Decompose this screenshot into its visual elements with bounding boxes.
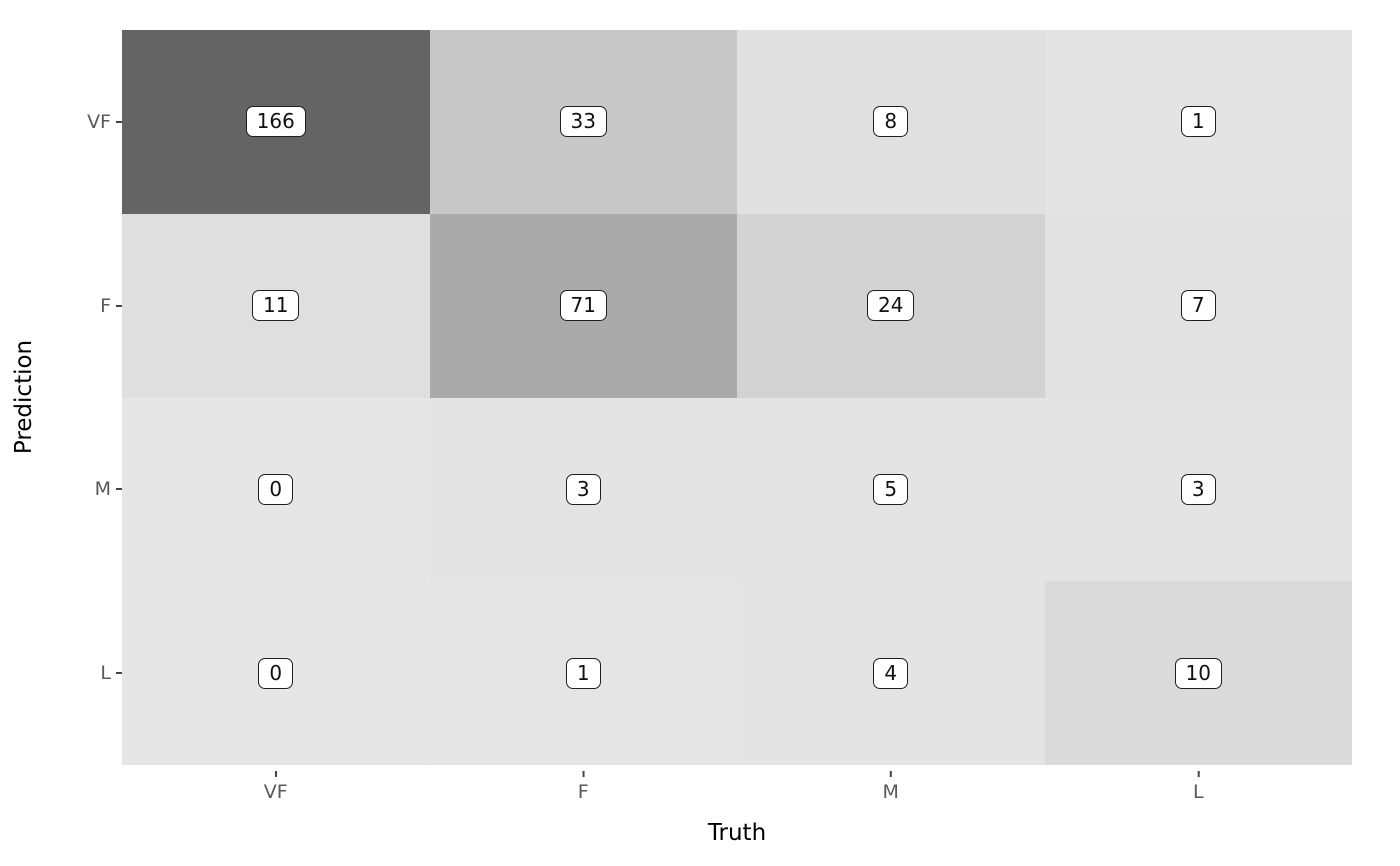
heatmap-cell-M-M: 5 xyxy=(737,397,1045,582)
heatmap-cell-L-M: 4 xyxy=(737,581,1045,765)
x-tick-mark xyxy=(582,771,585,777)
y-tick-label: F xyxy=(100,294,111,317)
x-tick-label: VF xyxy=(263,781,288,803)
heatmap-cell-L-VF: 0 xyxy=(122,581,430,765)
y-tick-VF: VF xyxy=(87,111,122,133)
y-tick-F: F xyxy=(100,295,122,317)
x-axis-title: Truth xyxy=(707,820,767,846)
cell-value-label: 33 xyxy=(559,106,607,138)
x-tick-label: M xyxy=(882,781,899,803)
cell-value-label: 10 xyxy=(1174,657,1222,689)
heatmap-cell-F-M: 24 xyxy=(737,213,1045,398)
x-tick-F: F xyxy=(578,771,589,803)
heatmap-cell-F-F: 71 xyxy=(429,213,737,398)
y-tick-L: L xyxy=(100,662,122,684)
heatmap-cell-VF-VF: 166 xyxy=(122,30,430,214)
cell-value-label: 0 xyxy=(258,657,294,689)
heatmap-cell-L-F: 1 xyxy=(429,581,737,765)
heatmap-cell-M-F: 3 xyxy=(429,397,737,582)
x-tick-L: L xyxy=(1193,771,1204,803)
y-tick-mark xyxy=(116,120,122,123)
y-tick-mark xyxy=(116,304,122,307)
heatmap-cell-VF-F: 33 xyxy=(429,30,737,214)
x-axis-ticks: VF F M L xyxy=(122,765,1352,815)
y-axis-title: Prediction xyxy=(11,339,37,455)
y-tick-label: L xyxy=(100,662,111,685)
heatmap-cell-F-L: 7 xyxy=(1044,213,1352,398)
y-axis-ticks: VF F M L xyxy=(0,30,122,765)
x-tick-mark xyxy=(1197,771,1200,777)
cell-value-label: 1 xyxy=(1180,106,1216,138)
cell-value-label: 4 xyxy=(873,657,909,689)
heatmap-plot: 166 33 8 1 11 71 24 7 0 3 5 3 0 1 4 10 xyxy=(122,30,1352,765)
x-tick-M: M xyxy=(883,771,899,803)
cell-value-label: 5 xyxy=(873,473,909,505)
heatmap-cell-M-VF: 0 xyxy=(122,397,430,582)
cell-value-label: 166 xyxy=(245,106,306,138)
heatmap-cell-L-L: 10 xyxy=(1044,581,1352,765)
cell-value-label: 0 xyxy=(258,473,294,505)
y-tick-label: VF xyxy=(87,110,111,133)
y-tick-M: M xyxy=(95,478,122,500)
x-tick-mark xyxy=(889,771,892,777)
heatmap-cell-VF-M: 8 xyxy=(737,30,1045,214)
x-tick-label: F xyxy=(577,781,589,803)
cell-value-label: 3 xyxy=(1180,473,1216,505)
y-tick-mark xyxy=(116,488,122,491)
heatmap-cell-VF-L: 1 xyxy=(1044,30,1352,214)
cell-value-label: 3 xyxy=(565,473,601,505)
cell-value-label: 8 xyxy=(873,106,909,138)
cell-value-label: 1 xyxy=(565,657,601,689)
heatmap-cell-F-VF: 11 xyxy=(122,213,430,398)
x-tick-label: L xyxy=(1192,781,1204,803)
y-tick-mark xyxy=(116,672,122,675)
y-tick-label: M xyxy=(94,478,111,501)
heatmap-cell-M-L: 3 xyxy=(1044,397,1352,582)
cell-value-label: 24 xyxy=(867,290,915,322)
cell-value-label: 71 xyxy=(559,290,607,322)
x-tick-VF: VF xyxy=(264,771,288,803)
cell-value-label: 11 xyxy=(252,290,300,322)
x-tick-mark xyxy=(274,771,277,777)
cell-value-label: 7 xyxy=(1180,290,1216,322)
